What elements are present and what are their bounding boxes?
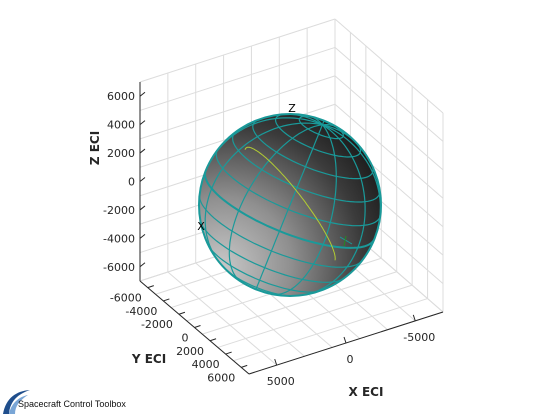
x-tick-mark <box>343 336 347 344</box>
y-tick-label: -6000 <box>110 292 142 305</box>
globe-outline <box>198 113 382 297</box>
x-tick-mark <box>274 358 278 366</box>
y-tick-mark <box>209 338 217 342</box>
grid-line <box>195 262 305 357</box>
z-tick-mark <box>139 148 146 154</box>
z-tick-mark <box>139 177 146 182</box>
x-tick-label: 0 <box>347 353 354 366</box>
z-tick-label: 6000 <box>107 90 135 103</box>
y-tick-label: 2000 <box>176 345 204 358</box>
grid-line <box>139 18 336 83</box>
grid-line <box>167 271 278 366</box>
z-tick-label: -2000 <box>103 204 135 217</box>
z-tick-mark <box>139 205 146 211</box>
x-tick-mark <box>412 314 416 322</box>
globe-longitude-line <box>303 124 366 296</box>
y-tick-mark <box>225 351 232 355</box>
z-tick-label: -6000 <box>103 261 135 274</box>
z-tick-mark <box>139 233 146 239</box>
y-tick-mark <box>194 325 201 328</box>
x-axis-ticks: 5000 0 -5000 <box>267 314 435 388</box>
z-axis-label: Z ECI <box>88 131 102 165</box>
z-tick-label: -4000 <box>103 232 135 245</box>
grid-line <box>334 103 444 199</box>
orbit-track <box>244 146 353 261</box>
z-tick-mark <box>139 120 146 126</box>
z-tick-mark <box>139 91 146 97</box>
grid-line <box>139 75 336 140</box>
globe-longitude-line <box>204 122 323 261</box>
branding-text: Spacecraft Control Toolbox <box>18 399 126 409</box>
x-tick-label: -5000 <box>403 331 435 344</box>
y-tick-label: -4000 <box>125 305 157 318</box>
y-tick-mark <box>147 285 154 289</box>
globe-longitude-line <box>271 124 337 296</box>
y-axis-label: Y ECI <box>131 352 166 366</box>
x-tick-label: 5000 <box>267 375 295 388</box>
y-tick-label: 6000 <box>207 371 235 384</box>
earth-globe <box>198 113 382 297</box>
z-tick-mark <box>139 262 146 268</box>
swoosh-logo-icon <box>3 390 30 414</box>
grid-line <box>233 298 428 362</box>
globe-grid <box>199 114 381 296</box>
grid-line <box>217 284 413 348</box>
globe-longitude-line <box>228 124 323 283</box>
x-axis-label: X ECI <box>349 385 384 399</box>
y-tick-label: -2000 <box>141 318 173 331</box>
z-axis-ticks: 6000 4000 2000 0 -2000 -4000 -6000 <box>103 90 146 274</box>
frame-label-x: X <box>197 220 205 233</box>
y-tick-mark <box>241 364 248 368</box>
y-tick-mark <box>163 298 170 302</box>
y-tick-label: 4000 <box>192 358 220 371</box>
grid-line <box>334 18 444 114</box>
globe-longitude-line <box>255 124 323 290</box>
frame-label-z: Z <box>288 102 296 115</box>
grid-line <box>139 46 336 111</box>
y-tick-mark <box>178 311 186 315</box>
z-tick-label: 0 <box>128 176 135 189</box>
orbit-marker <box>339 235 353 247</box>
grid-line <box>202 271 397 335</box>
grid-line <box>334 75 444 171</box>
grid-line <box>334 47 444 142</box>
orbit-front <box>244 146 336 261</box>
y-tick-label: 0 <box>182 332 189 345</box>
z-tick-label: 2000 <box>107 147 135 160</box>
z-tick-label: 4000 <box>107 119 135 132</box>
